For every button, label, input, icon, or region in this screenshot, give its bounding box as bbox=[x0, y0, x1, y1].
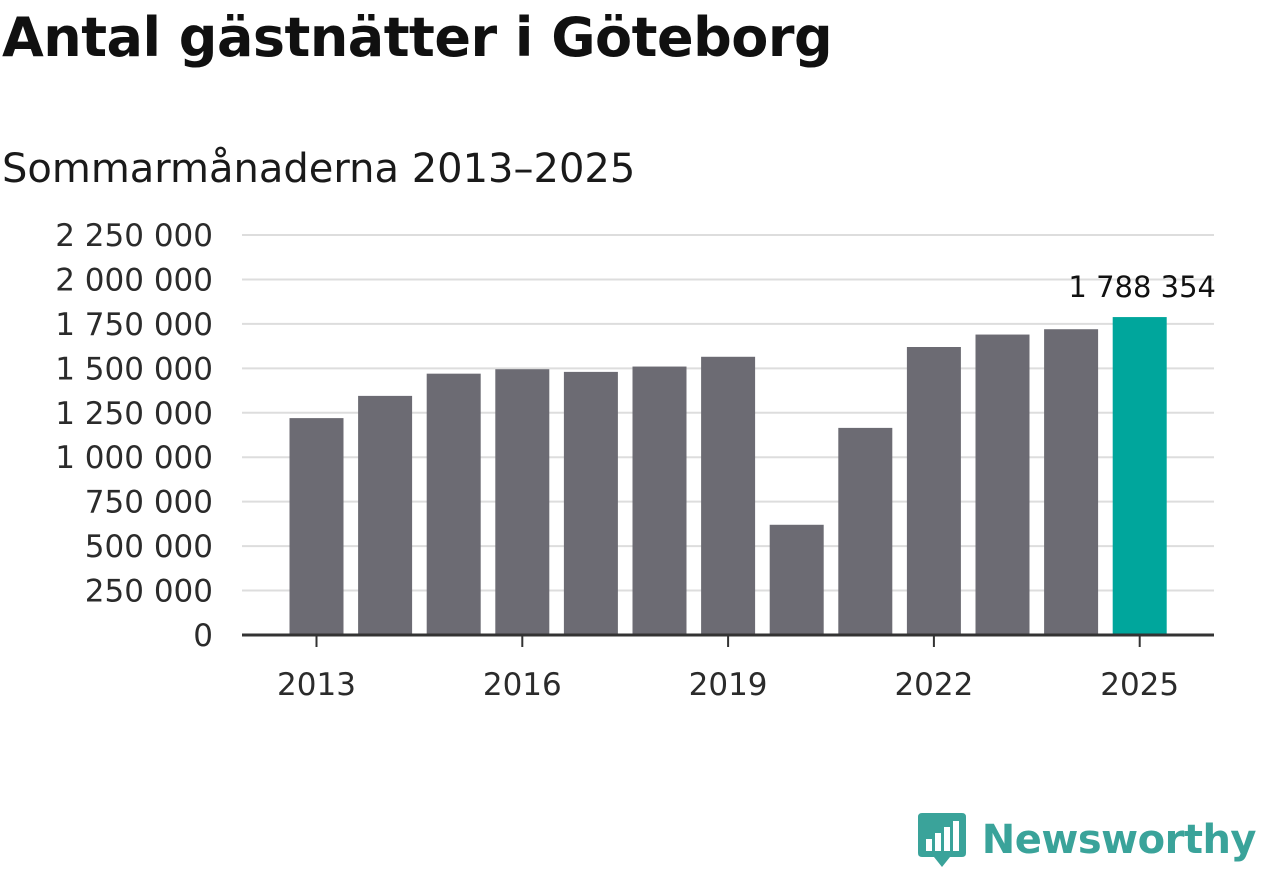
bar-2020 bbox=[769, 524, 824, 635]
y-tick-label: 250 000 bbox=[85, 574, 213, 610]
y-tick-label: 1 500 000 bbox=[55, 351, 213, 387]
bar-2019 bbox=[701, 356, 756, 635]
y-tick-label: 2 000 000 bbox=[55, 262, 213, 298]
x-tick-label: 2022 bbox=[894, 667, 973, 703]
y-tick-label: 1 750 000 bbox=[55, 307, 213, 343]
bar-2014 bbox=[358, 395, 413, 635]
bar-chart: 0 250 000 500 000 750 000 1 000 000 1 250 000… bbox=[55, 218, 1216, 703]
bar-chart-bubble-icon bbox=[917, 813, 966, 867]
y-tick-label: 1 000 000 bbox=[55, 440, 213, 476]
bar-2024 bbox=[1044, 329, 1099, 635]
bar-2016 bbox=[495, 369, 550, 635]
y-tick-label: 1 250 000 bbox=[55, 396, 213, 432]
y-tick-label: 0 bbox=[193, 618, 213, 654]
bar-2025 bbox=[1112, 317, 1167, 635]
bar-2022 bbox=[906, 347, 961, 635]
y-tick-label: 500 000 bbox=[85, 529, 213, 565]
x-tick-label: 2016 bbox=[483, 667, 562, 703]
chart-title: Antal gästnätter i Göteborg bbox=[2, 6, 833, 69]
x-tick-label: 2019 bbox=[689, 667, 768, 703]
data-label-2025: 1 788 354 bbox=[1068, 270, 1216, 304]
bar-2023 bbox=[975, 334, 1030, 635]
bar-2017 bbox=[563, 371, 618, 635]
bar-2021 bbox=[838, 427, 893, 635]
brand-name: Newsworthy bbox=[981, 817, 1257, 863]
y-tick-label: 750 000 bbox=[85, 485, 213, 521]
chart-subtitle: Sommarmånaderna 2013–2025 bbox=[2, 146, 636, 192]
bar-2015 bbox=[426, 373, 481, 635]
y-tick-label: 2 250 000 bbox=[55, 218, 213, 254]
bar-2013 bbox=[289, 418, 344, 635]
x-tick-label: 2025 bbox=[1100, 667, 1179, 703]
x-tick-label: 2013 bbox=[277, 667, 356, 703]
bar-2018 bbox=[632, 366, 687, 635]
brand-logo: Newsworthy bbox=[916, 811, 1257, 869]
